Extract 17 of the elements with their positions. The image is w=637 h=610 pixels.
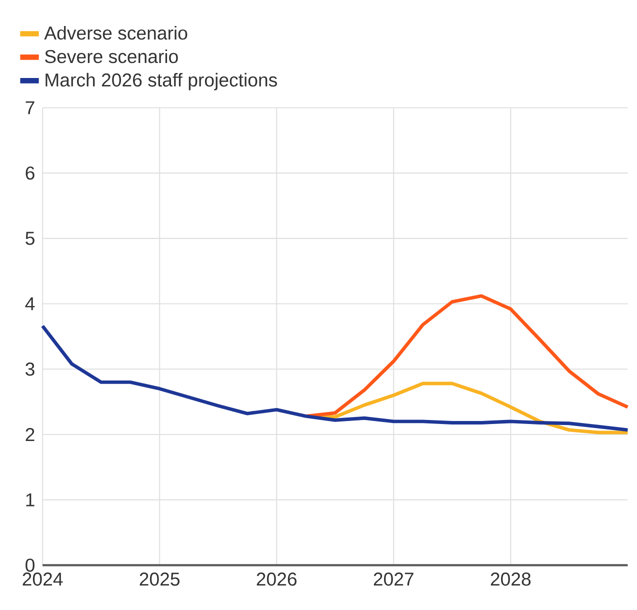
y-tick-label: 4 xyxy=(25,297,35,310)
line-series xyxy=(40,324,630,432)
x-tick-label: 2027 xyxy=(374,572,414,586)
y-tick-label: 7 xyxy=(26,101,34,114)
y-tick-label: 3 xyxy=(26,362,34,376)
y-tick-label: 5 xyxy=(26,232,34,245)
y-tick-label: 0 xyxy=(26,558,34,572)
legend-label: Adverse scenario xyxy=(44,26,188,40)
y-tick-label: 2 xyxy=(26,428,34,441)
x-tick-label: 2025 xyxy=(140,572,180,586)
x-tick-label: 2024 xyxy=(22,572,63,586)
y-tick-label: 1 xyxy=(26,493,34,506)
y-tick-label: 6 xyxy=(26,166,34,180)
legend-label: Severe scenario xyxy=(45,49,178,63)
x-tick-label: 2028 xyxy=(490,572,531,586)
x-tick-label: 2026 xyxy=(256,572,296,586)
legend-label: March 2026 staff projections xyxy=(46,72,277,90)
